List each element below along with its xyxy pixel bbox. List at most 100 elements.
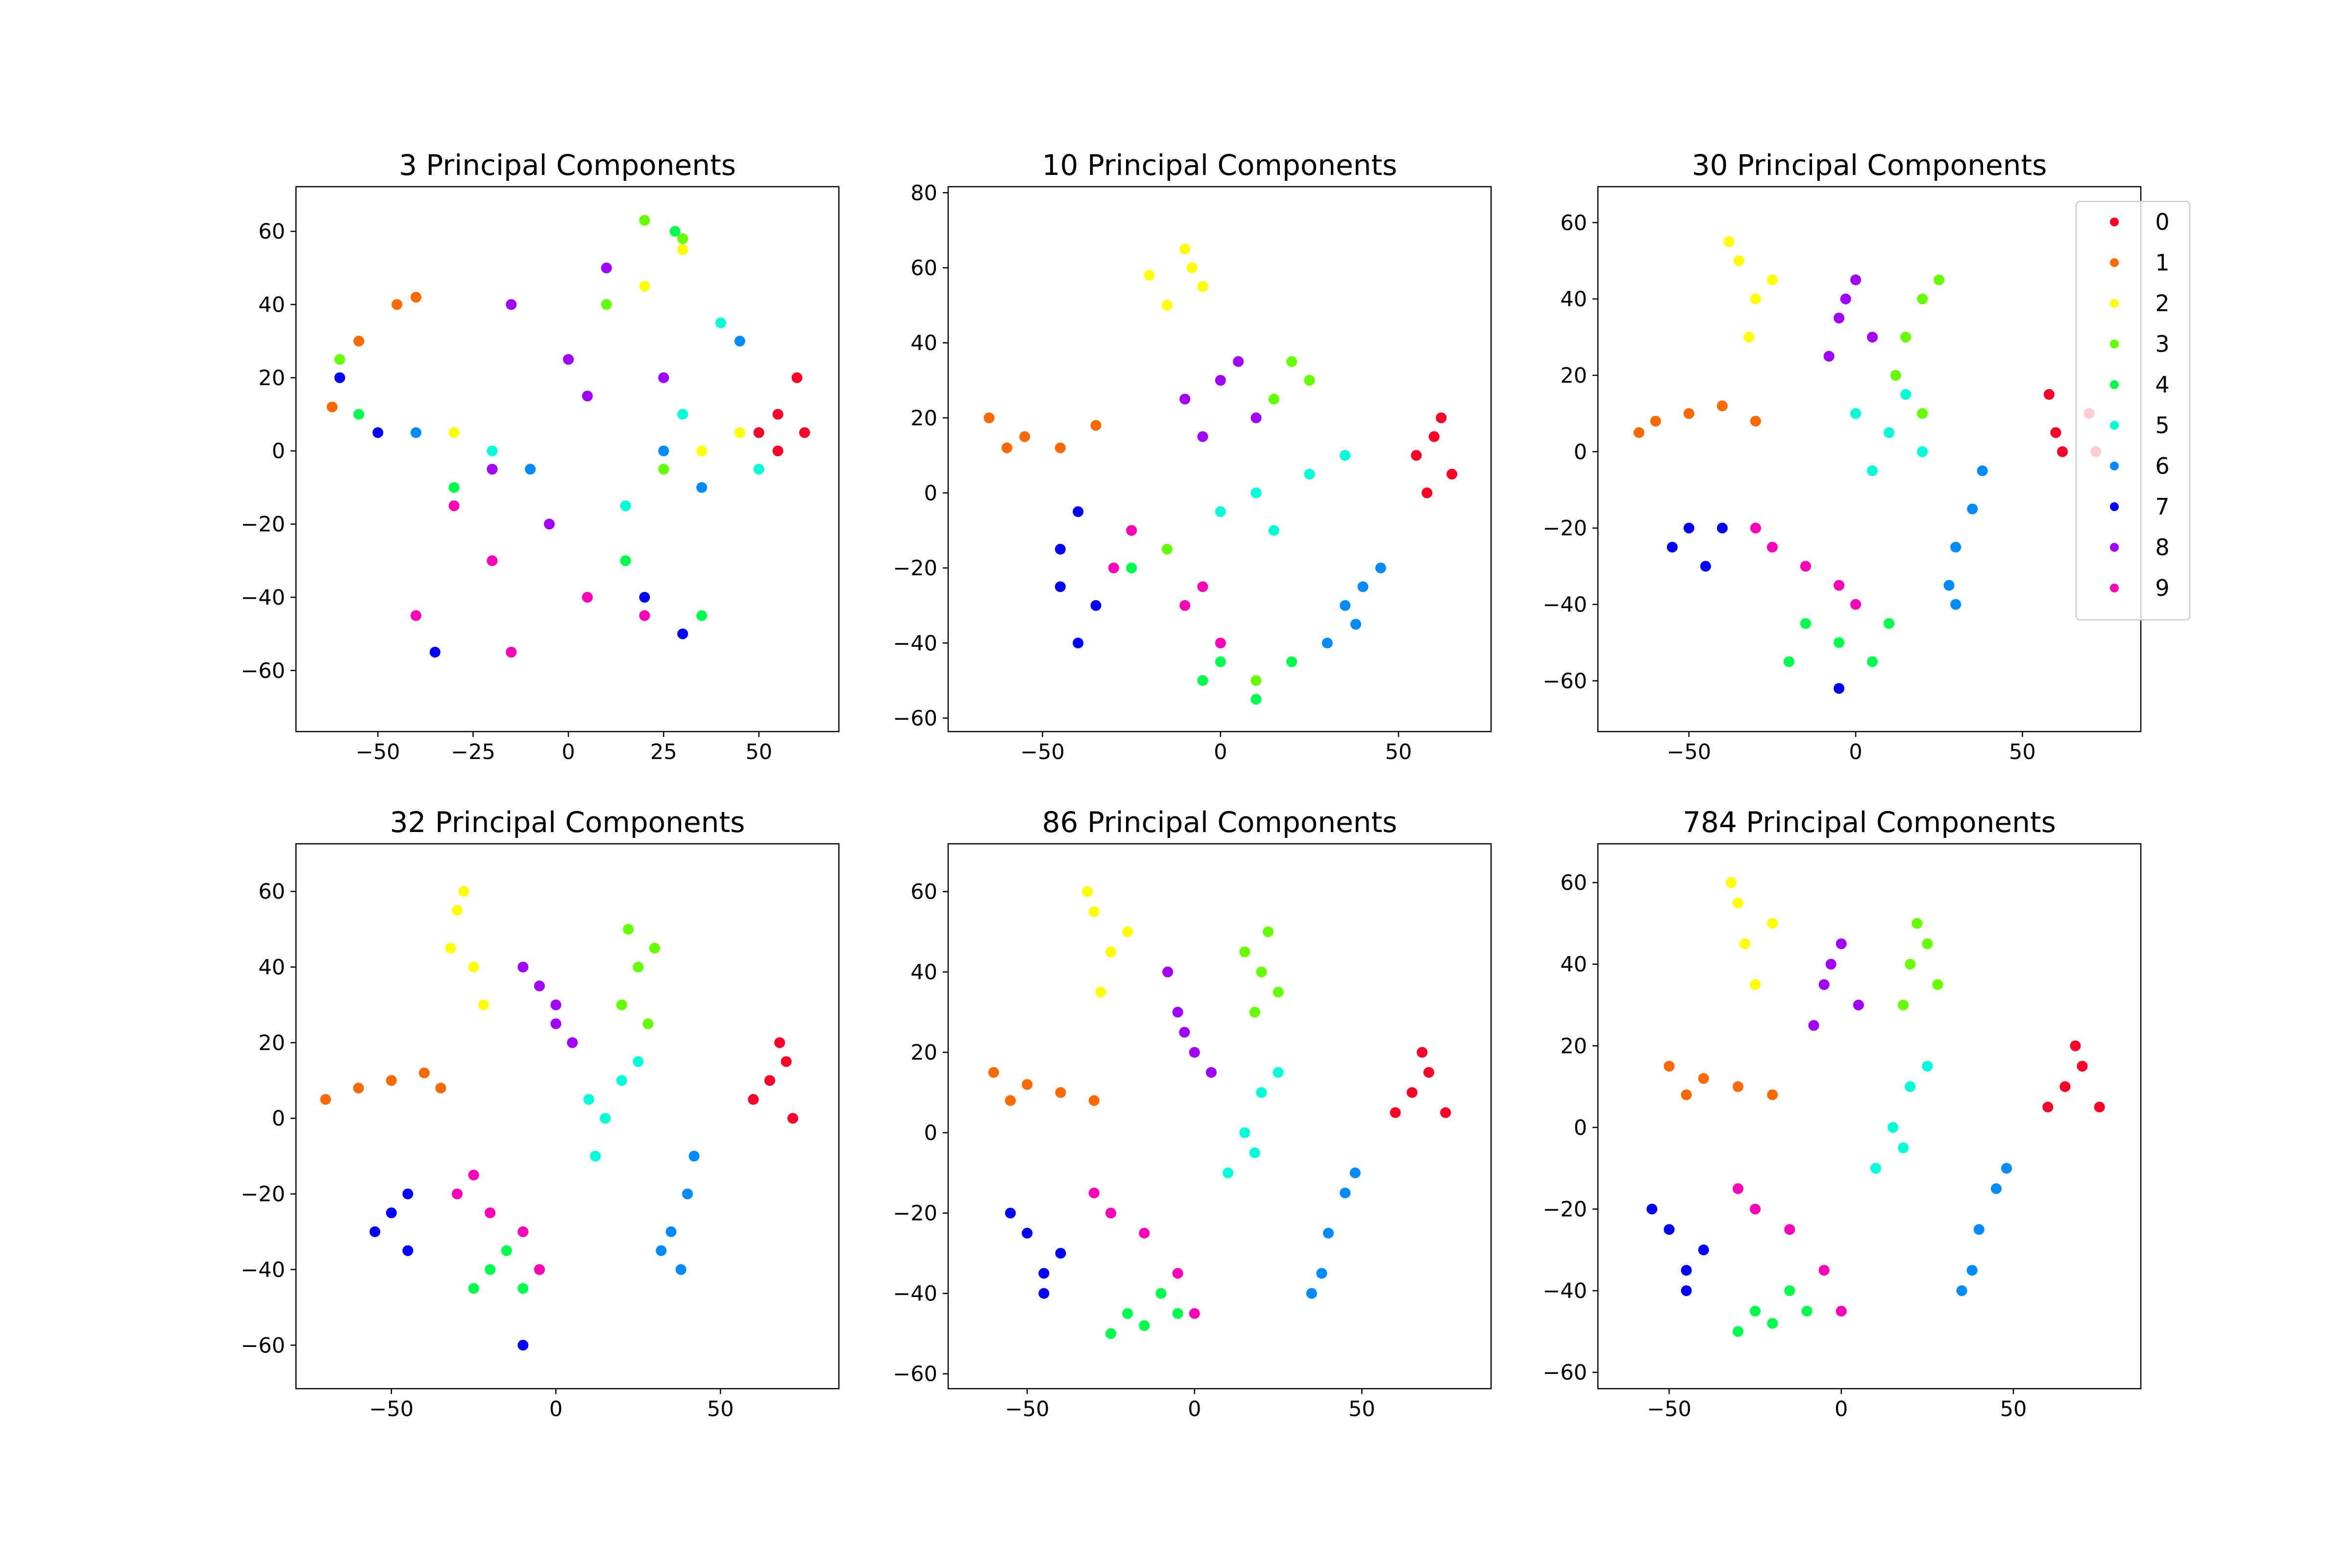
point xyxy=(478,999,489,1010)
point xyxy=(2059,1081,2071,1092)
y-tick-label: 40 xyxy=(910,331,937,356)
subplot-title: 10 Principal Components xyxy=(1042,148,1397,182)
point xyxy=(1249,1006,1260,1018)
point xyxy=(1823,350,1835,362)
point xyxy=(1155,1288,1167,1299)
point xyxy=(1867,465,1878,476)
point xyxy=(1357,581,1369,592)
point xyxy=(1139,1227,1150,1239)
point xyxy=(452,905,463,916)
point xyxy=(1055,1087,1066,1098)
point xyxy=(1428,431,1440,442)
point xyxy=(1215,656,1226,667)
x-tick-label: 50 xyxy=(1348,1397,1375,1421)
point xyxy=(1800,618,1812,629)
point xyxy=(1126,563,1137,574)
point xyxy=(1818,979,1830,990)
point xyxy=(1646,1203,1658,1215)
point xyxy=(1650,416,1661,427)
point xyxy=(550,999,562,1010)
point xyxy=(781,1056,792,1067)
y-tick-label: −40 xyxy=(241,586,285,610)
point xyxy=(550,1018,562,1029)
point xyxy=(1716,400,1728,412)
axes-frame xyxy=(947,843,1492,1390)
x-tick-label: 50 xyxy=(2000,1397,2027,1421)
x-tick-label: −25 xyxy=(451,740,495,764)
x-tick-label: 50 xyxy=(2009,740,2036,764)
point xyxy=(1022,1227,1033,1239)
legend-label: 4 xyxy=(2155,371,2169,398)
point xyxy=(748,1094,759,1105)
point xyxy=(1108,563,1119,574)
point xyxy=(1784,1285,1795,1297)
point xyxy=(658,464,669,475)
point xyxy=(1197,581,1208,592)
point xyxy=(1090,600,1102,611)
point xyxy=(1390,1107,1401,1118)
point xyxy=(1263,926,1274,937)
point xyxy=(1818,1265,1830,1276)
point xyxy=(772,409,784,420)
point xyxy=(658,445,669,457)
x-tick-label: 0 xyxy=(549,1397,563,1421)
point xyxy=(1095,986,1106,998)
point xyxy=(1139,1320,1150,1331)
point xyxy=(677,244,688,255)
y-tick-label: −60 xyxy=(1543,1361,1587,1385)
legend-label: 5 xyxy=(2155,412,2169,439)
point xyxy=(1186,262,1198,273)
point xyxy=(1834,313,1845,324)
point xyxy=(1273,986,1284,998)
point xyxy=(1304,468,1315,480)
point xyxy=(1375,563,1386,574)
point xyxy=(1808,1020,1819,1031)
point xyxy=(696,482,708,493)
point xyxy=(1162,966,1174,978)
point xyxy=(2001,1163,2012,1174)
point xyxy=(764,1075,775,1086)
point xyxy=(1349,1167,1361,1178)
point xyxy=(1750,416,1761,427)
point xyxy=(506,299,517,310)
y-tick-label: −40 xyxy=(1543,593,1587,617)
point xyxy=(1698,1073,1709,1084)
y-tick-label: 80 xyxy=(910,181,937,205)
point xyxy=(734,427,745,438)
x-tick-label: −50 xyxy=(1020,740,1065,764)
point xyxy=(1161,300,1173,311)
point xyxy=(616,999,627,1010)
point xyxy=(1161,543,1173,555)
legend-marker xyxy=(2110,258,2119,267)
y-tick-label: 60 xyxy=(258,220,285,244)
point xyxy=(590,1151,601,1162)
point xyxy=(1850,599,1862,610)
point xyxy=(2070,1040,2081,1052)
point xyxy=(487,445,498,457)
point xyxy=(1917,294,1928,305)
point xyxy=(1716,522,1728,534)
point xyxy=(402,1188,414,1200)
point xyxy=(1233,356,1244,367)
point xyxy=(1421,487,1433,498)
point xyxy=(677,233,688,245)
point xyxy=(525,464,536,475)
point xyxy=(1250,487,1262,498)
point xyxy=(501,1245,512,1256)
y-tick-label: −40 xyxy=(241,1258,285,1282)
point xyxy=(1038,1288,1050,1299)
point xyxy=(600,1113,611,1124)
point xyxy=(1215,637,1226,649)
legend-marker xyxy=(2110,462,2119,470)
point xyxy=(649,942,660,954)
x-tick-label: 50 xyxy=(707,1397,734,1421)
point xyxy=(1350,618,1361,630)
subplot: 32 Principal Components −50 0 50 −60 −40 −20 0 2… xyxy=(241,806,840,1421)
point xyxy=(1884,618,1895,629)
point xyxy=(988,1067,999,1078)
point xyxy=(410,292,421,303)
y-tick-label: −60 xyxy=(893,1362,937,1387)
x-tick-label: 0 xyxy=(562,740,575,764)
